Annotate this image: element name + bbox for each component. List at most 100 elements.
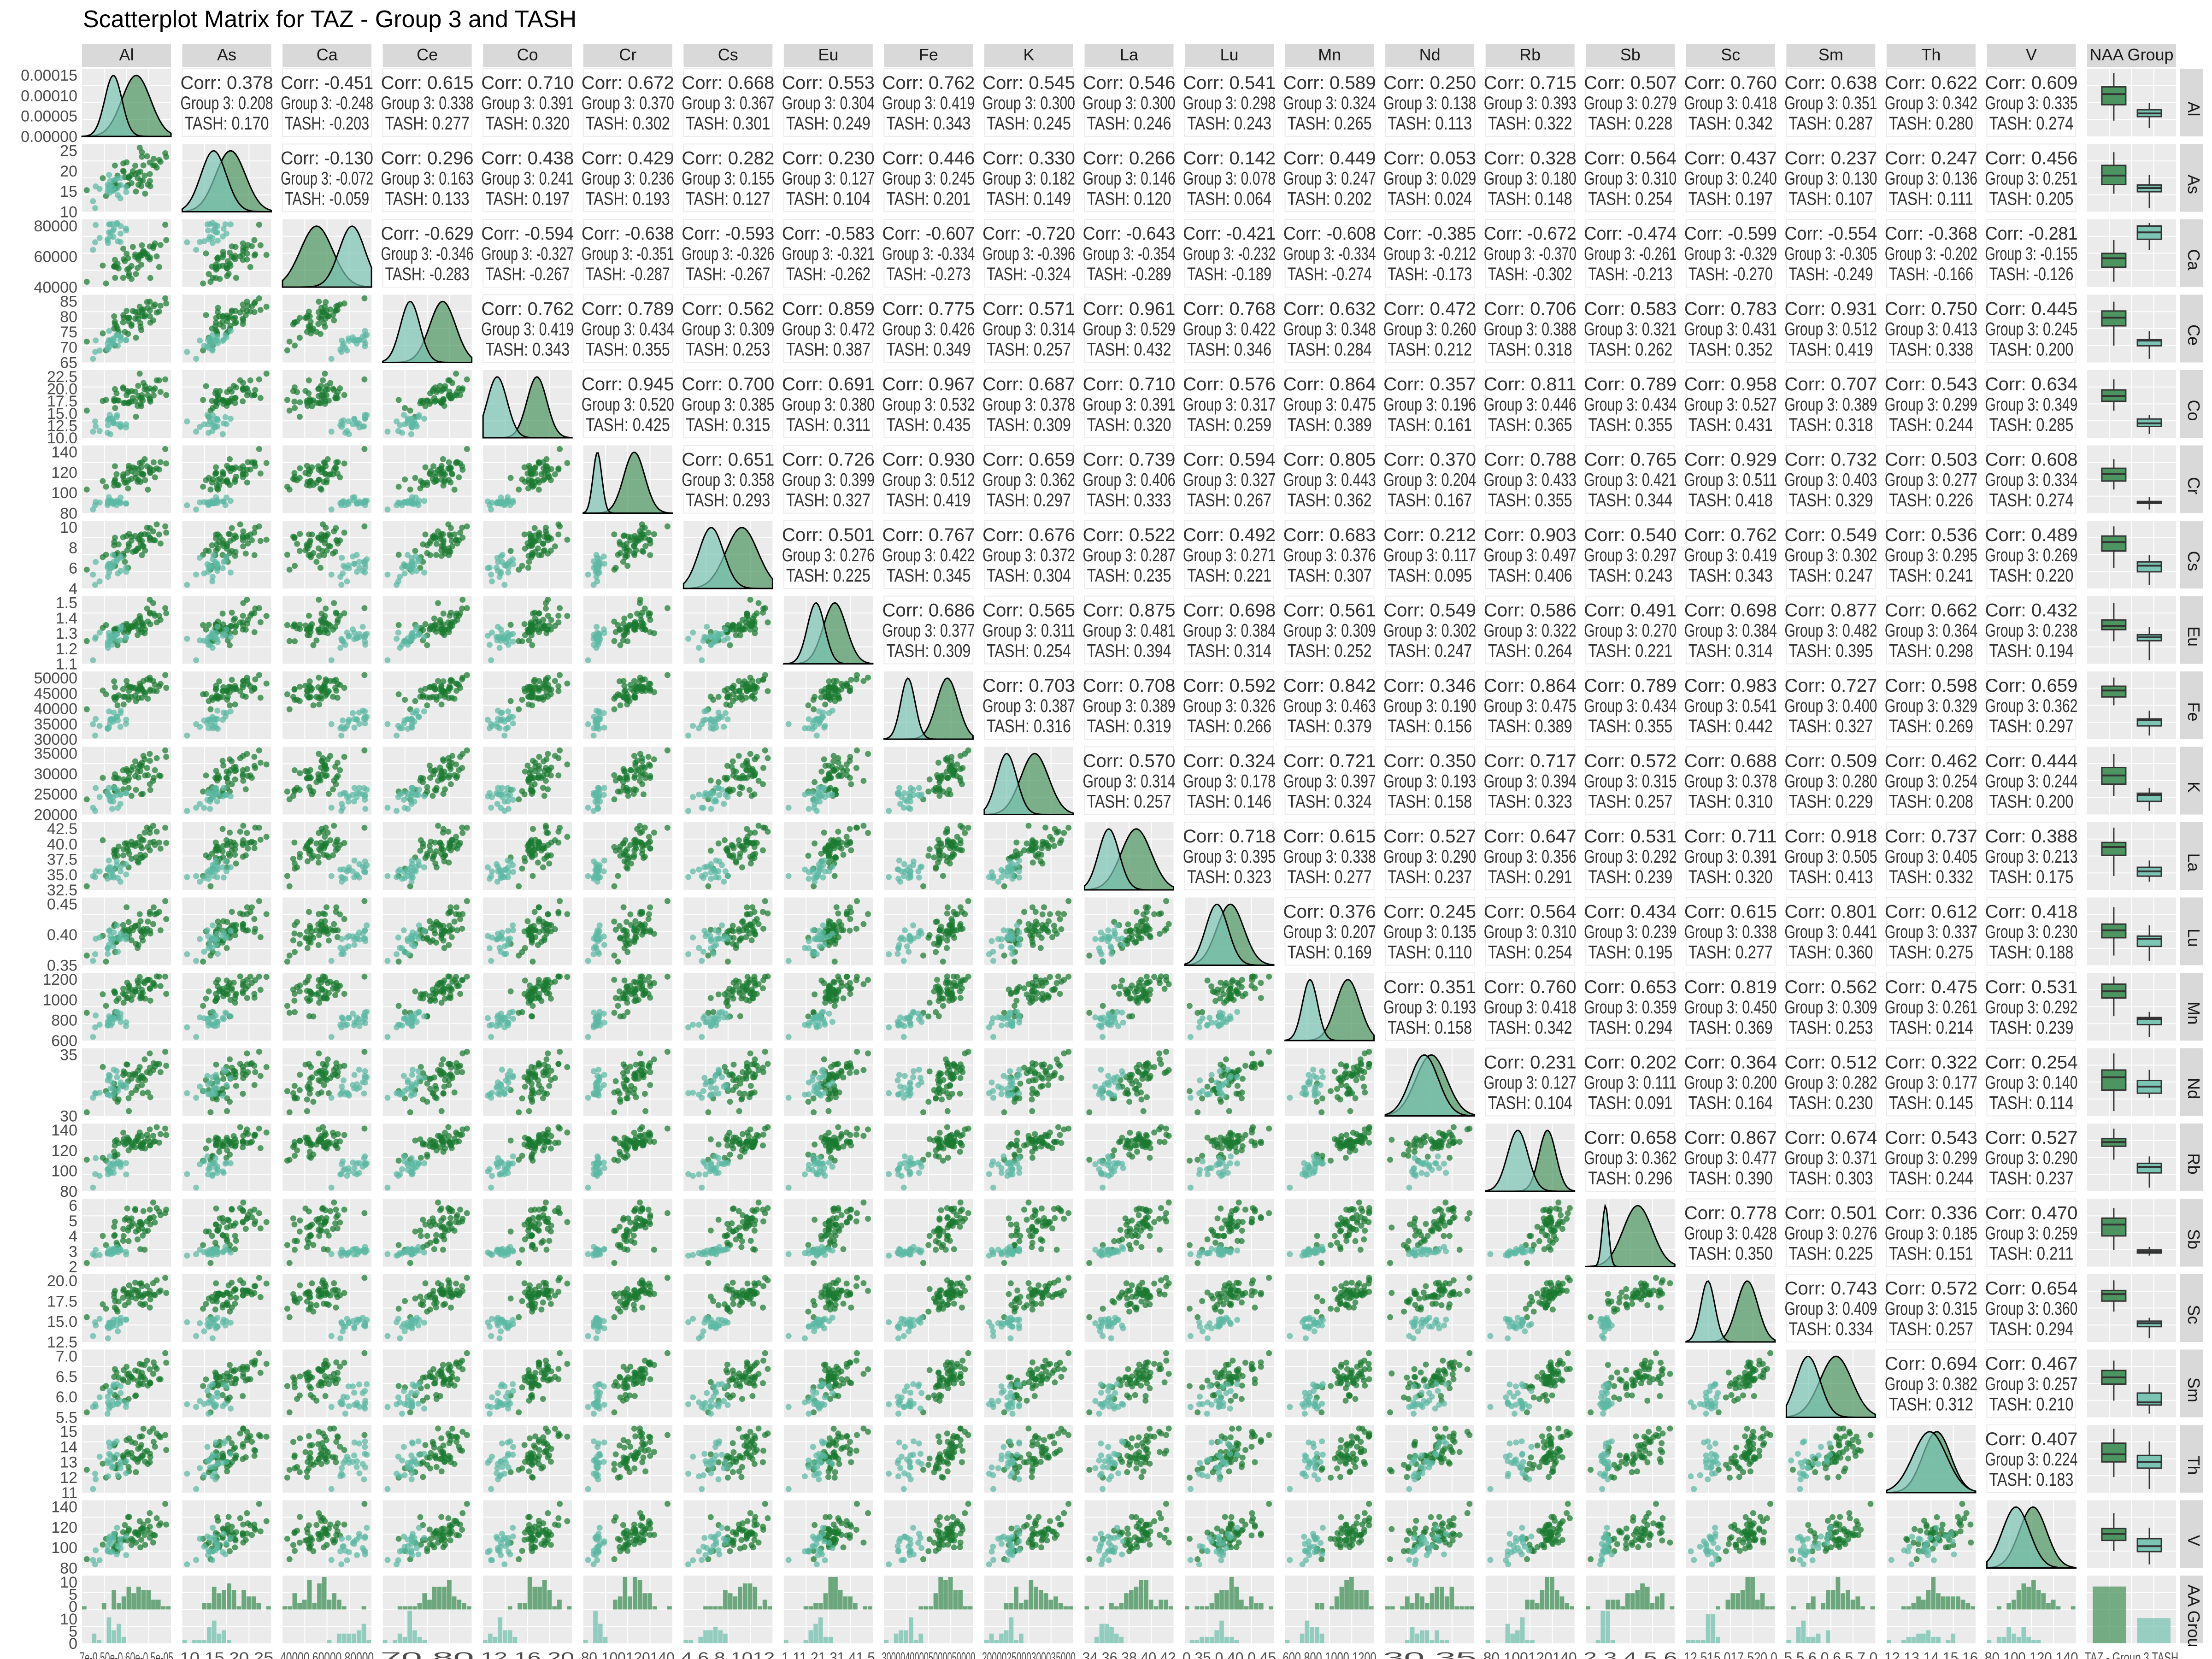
correlation-tash-value: TASH: -0.126: [1989, 264, 2073, 284]
correlation-panel: [683, 68, 773, 137]
scatter-point: [435, 600, 441, 606]
correlation-value: Corr: 0.592: [1183, 676, 1276, 696]
scatter-point: [722, 710, 729, 716]
correlation-tash-value: TASH: 0.259: [1187, 415, 1271, 435]
correlation-value: Corr: 0.765: [1584, 450, 1677, 470]
scatter-point: [304, 482, 310, 488]
scatter-point: [904, 798, 910, 805]
correlation-group3-value: Group 3: -0.327: [481, 244, 574, 264]
correlation-tash-value: TASH: -0.324: [987, 264, 1071, 284]
scatter-point: [200, 280, 206, 287]
scatter-point: [538, 625, 545, 632]
correlation-value: Corr: 0.676: [982, 525, 1075, 545]
scatter-point: [291, 470, 298, 476]
scatter-point: [545, 786, 551, 793]
scatter-point: [220, 631, 227, 637]
scatter-point: [125, 847, 131, 854]
scatter-point: [716, 792, 723, 798]
scatter-point: [284, 483, 290, 490]
scatter-point: [242, 852, 249, 859]
scatter-point: [617, 627, 623, 633]
scatter-point: [724, 694, 730, 701]
scatter-point: [90, 873, 96, 879]
scatter-point: [362, 416, 368, 422]
scatter-point: [247, 466, 253, 473]
scatter-point: [721, 637, 727, 644]
scatter-point: [304, 397, 310, 404]
correlation-group3-value: Group 3: 0.393: [1484, 93, 1577, 113]
scatter-point: [785, 721, 792, 727]
scatter-point: [412, 548, 418, 554]
correlation-group3-value: Group 3: 0.406: [1083, 470, 1176, 490]
scatter-point: [291, 621, 298, 628]
y-tick-label: 35.0: [47, 866, 77, 884]
correlation-tash-value: TASH: 0.111: [1889, 189, 1973, 209]
correlation-group3-value: Group 3: -0.346: [381, 244, 474, 264]
correlation-group3-value: Group 3: 0.400: [1784, 696, 1877, 716]
scatter-point: [147, 525, 153, 531]
scatter-point: [722, 626, 729, 633]
scatter-point: [263, 613, 270, 619]
scatter-point: [153, 755, 160, 761]
scatter-point: [145, 844, 151, 850]
scatter-point: [337, 791, 344, 798]
correlation-value: Corr: 0.503: [1885, 450, 1977, 470]
scatter-point: [244, 830, 250, 836]
y-tick-label: 120: [51, 1519, 77, 1536]
correlation-tash-value: TASH: -0.289: [1087, 264, 1171, 284]
scatter-point: [100, 478, 106, 484]
scatter-point: [453, 688, 460, 694]
scatter-point: [936, 786, 943, 793]
scatter-point: [291, 767, 298, 773]
correlation-group3-value: Group 3: -0.202: [1885, 244, 1977, 264]
scatter-point: [232, 464, 239, 471]
correlation-tash-value: TASH: 0.146: [1187, 792, 1271, 812]
scatter-point: [125, 485, 131, 492]
scatter-point: [215, 254, 221, 261]
y-tick-label: 0.40: [47, 926, 77, 944]
correlation-panel: [983, 68, 1074, 137]
scatter-point: [96, 235, 103, 241]
correlation-value: Corr: 0.541: [1183, 73, 1276, 93]
scatter-point: [812, 724, 818, 730]
x-tick-label: 80 100120140: [1483, 1649, 1577, 1659]
scatter-point: [446, 758, 453, 765]
scatter-point: [105, 240, 111, 246]
scatter-point: [106, 498, 112, 504]
scatter-point: [203, 383, 209, 389]
scatter-point: [115, 342, 121, 349]
correlation-group3-value: Group 3: 0.310: [1584, 169, 1677, 189]
scatter-point: [651, 630, 657, 636]
scatter-point: [212, 275, 219, 281]
scatter-point: [193, 506, 200, 513]
scatter-point: [83, 187, 90, 194]
scatter-point: [729, 758, 736, 765]
correlation-value: Corr: 0.662: [1885, 600, 1977, 621]
scatter-point: [330, 786, 336, 793]
scatter-point: [611, 618, 618, 625]
scatter-point: [306, 308, 312, 315]
scatter-point: [139, 392, 145, 398]
correlation-tash-value: TASH: 0.120: [1087, 189, 1171, 209]
scatter-point: [821, 756, 827, 763]
scatter-point: [944, 775, 951, 781]
correlation-group3-value: Group 3: 0.311: [982, 621, 1075, 641]
scatter-point: [193, 356, 200, 362]
y-tick-label: 100: [51, 484, 77, 502]
scatter-point: [145, 305, 151, 311]
scatter-point: [140, 162, 147, 169]
x-tick-label: 600 800 1000 1200: [1283, 1649, 1377, 1659]
correlation-tash-value: TASH: 0.355: [1488, 490, 1572, 511]
scatter-point: [256, 295, 262, 301]
correlation-value: Corr: 0.691: [782, 374, 875, 394]
scatter-point: [156, 157, 162, 163]
scatter-point: [341, 529, 347, 536]
scatter-point: [755, 600, 762, 606]
scatter-point: [631, 625, 638, 632]
correlation-tash-value: TASH: 0.320: [1087, 415, 1171, 435]
column-strip: [182, 44, 271, 67]
scatter-point: [519, 638, 525, 645]
scatter-point: [156, 308, 162, 315]
scatter-point: [227, 498, 234, 504]
scatter-point: [209, 347, 216, 354]
